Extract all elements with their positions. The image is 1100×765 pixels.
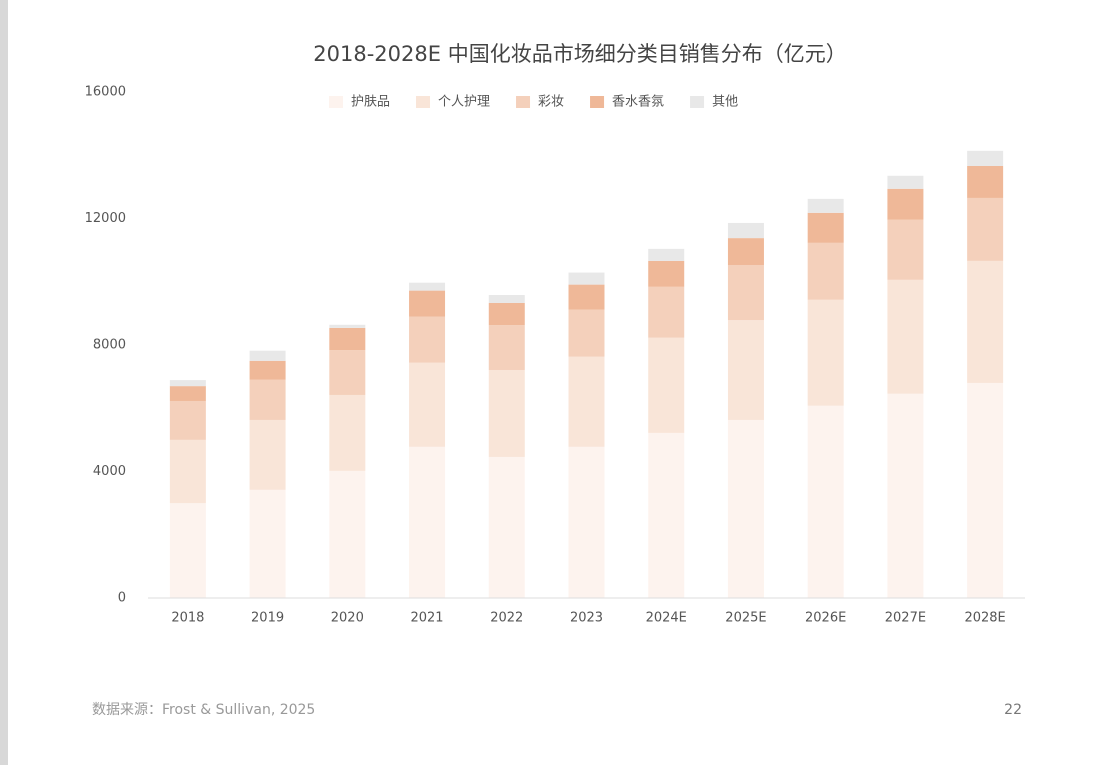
legend-swatch — [690, 96, 705, 108]
bar-segment — [887, 175, 924, 189]
y-tick-label: 16000 — [85, 85, 126, 100]
bar-segment — [329, 350, 366, 395]
legend-label: 个人护理 — [438, 95, 490, 110]
bar-segment — [967, 260, 1004, 383]
x-tick-label: 2027E — [885, 611, 926, 626]
legend-swatch — [416, 96, 431, 108]
bar-segment — [807, 198, 844, 213]
bar-segment — [169, 386, 206, 401]
bar-segment — [648, 337, 685, 433]
bar-segment — [568, 284, 605, 310]
bar-segment — [409, 362, 446, 447]
page-number: 22 — [1004, 702, 1022, 718]
x-tick-label: 2028E — [964, 611, 1005, 626]
left-border — [0, 0, 8, 765]
bar-segment — [488, 325, 525, 370]
bar-segment — [648, 286, 685, 338]
bar-segment — [409, 282, 446, 291]
bar-segment — [727, 320, 764, 420]
y-tick-label: 4000 — [93, 464, 126, 479]
y-tick-label: 8000 — [93, 338, 126, 353]
bar-segment — [887, 279, 924, 394]
legend-label: 其他 — [712, 95, 738, 110]
bar-segment — [329, 394, 366, 471]
bar-segment — [249, 360, 286, 380]
bar-segment — [409, 446, 446, 598]
bar-segment — [967, 382, 1004, 598]
bar-segment — [727, 264, 764, 321]
x-tick-label: 2022 — [490, 611, 523, 626]
bar-segment — [807, 242, 844, 300]
bar-segment — [488, 295, 525, 303]
bar-segment — [568, 356, 605, 447]
chart-title: 2018-2028E 中国化妆品市场细分类目销售分布（亿元） — [313, 42, 846, 66]
bar-segment — [169, 503, 206, 598]
bar-segment — [648, 260, 685, 287]
legend-label: 香水香氛 — [612, 95, 664, 110]
x-tick-label: 2026E — [805, 611, 846, 626]
bar-segment — [967, 166, 1004, 198]
y-tick-label: 12000 — [85, 211, 126, 226]
bar-segment — [727, 419, 764, 598]
bar-segment — [568, 309, 605, 357]
bar-segment — [648, 432, 685, 598]
bar-segment — [249, 350, 286, 361]
bar-segment — [807, 299, 844, 406]
legend-label: 彩妆 — [538, 95, 564, 110]
legend-swatch — [516, 96, 531, 108]
x-tick-label: 2018 — [171, 611, 204, 626]
bar-segment — [329, 470, 366, 598]
bar-segment — [887, 188, 924, 220]
bar-segment — [887, 393, 924, 598]
bar-segment — [409, 290, 446, 317]
bar-segment — [249, 489, 286, 598]
bar-segment — [967, 197, 1004, 261]
bar-segment — [169, 400, 206, 440]
bar-segment — [807, 212, 844, 243]
x-tick-label: 2021 — [410, 611, 443, 626]
legend-swatch — [329, 96, 343, 108]
legend-swatch — [590, 96, 605, 108]
bar-segment — [568, 446, 605, 598]
bar-segment — [807, 405, 844, 598]
bar-segment — [887, 219, 924, 280]
bar-segment — [648, 248, 685, 261]
bar-segment — [329, 324, 366, 328]
source-note: 数据来源：Frost & Sullivan, 2025 — [92, 702, 315, 718]
x-tick-label: 2023 — [570, 611, 603, 626]
bar-segment — [727, 238, 764, 265]
x-tick-label: 2019 — [251, 611, 284, 626]
bar-segment — [249, 379, 286, 420]
x-tick-label: 2024E — [646, 611, 687, 626]
bar-segment — [249, 419, 286, 490]
bar-segment — [488, 302, 525, 326]
bar-segment — [329, 327, 366, 351]
x-tick-label: 2025E — [725, 611, 766, 626]
bar-segment — [409, 316, 446, 363]
bar-segment — [488, 369, 525, 457]
legend-label: 护肤品 — [351, 95, 390, 110]
bar-segment — [488, 456, 525, 598]
bar-segment — [169, 439, 206, 504]
bar-segment — [727, 222, 764, 239]
y-tick-label: 0 — [118, 591, 126, 606]
bar-segment — [169, 380, 206, 387]
bar-segment — [568, 272, 605, 285]
bar-segment — [967, 150, 1004, 167]
x-tick-label: 2020 — [331, 611, 364, 626]
